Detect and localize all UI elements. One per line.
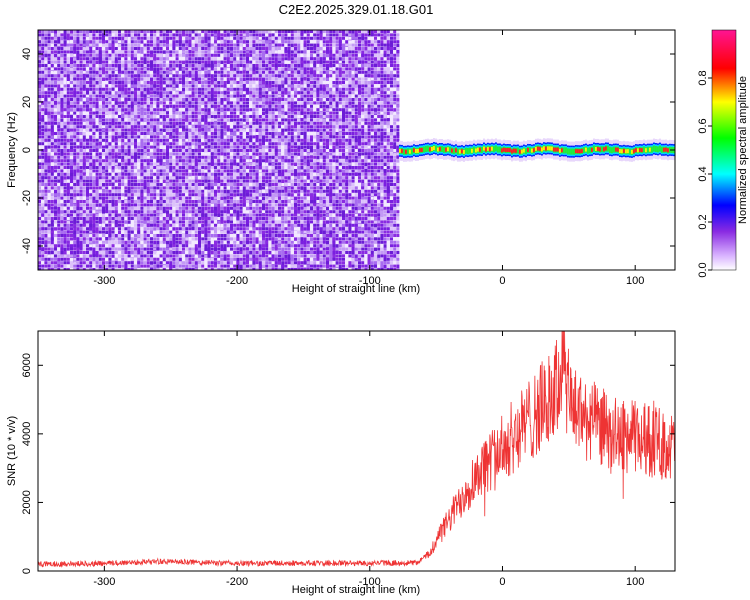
snr-frame	[37, 330, 676, 572]
x-tick-label: 0	[499, 275, 505, 287]
x-tick-label: -300	[93, 576, 115, 588]
snr-x-axis-label: Height of straight line (km)	[292, 584, 420, 596]
x-tick-label: 100	[626, 275, 644, 287]
y-tick-label: 40	[21, 48, 33, 60]
colorbar-gradient	[711, 29, 737, 271]
spectrogram-noise-region	[38, 30, 400, 270]
spectrogram-signal-band	[398, 138, 675, 162]
y-tick-label: 4000	[21, 422, 33, 446]
spectrogram-y-axis-label: Frequency (Hz)	[6, 112, 18, 188]
colorbar-tick-label: 0.6	[697, 118, 709, 133]
chart-title: C2E2.2025.329.01.18.G01	[279, 2, 434, 17]
y-tick-label: 0	[21, 568, 33, 574]
colorbar-ticks: 0.0 0.2 0.4 0.6 0.8	[697, 70, 712, 278]
snr-series-line	[38, 331, 675, 568]
x-tick-label: -100	[359, 275, 381, 287]
colorbar-tick-label: 0.2	[697, 214, 709, 229]
y-tick-label: -20	[21, 190, 33, 206]
y-tick-label: 6000	[21, 353, 33, 377]
x-tick-label: -100	[359, 576, 381, 588]
colorbar-tick-label: 0.8	[697, 70, 709, 85]
y-tick-label: -40	[21, 238, 33, 254]
snr-y-axis-label: SNR (10 * v/v)	[6, 416, 18, 486]
spectrogram-x-axis-label: Height of straight line (km)	[292, 283, 420, 295]
y-tick-label: 0	[21, 147, 33, 153]
x-tick-label: 100	[626, 576, 644, 588]
y-tick-label: 20	[21, 96, 33, 108]
x-tick-label: 0	[499, 576, 505, 588]
x-tick-label: -200	[226, 576, 248, 588]
x-tick-label: -300	[93, 275, 115, 287]
colorbar-label: Normalized spectral amplitude	[737, 76, 749, 224]
x-tick-label: -200	[226, 275, 248, 287]
colorbar-tick-label: 0.0	[697, 262, 709, 277]
y-tick-label: 2000	[21, 490, 33, 514]
snr-background	[38, 331, 675, 571]
colorbar: 0.0 0.2 0.4 0.6 0.8 Normalized spectral ampl…	[697, 29, 749, 278]
colorbar-tick-label: 0.4	[697, 166, 709, 181]
